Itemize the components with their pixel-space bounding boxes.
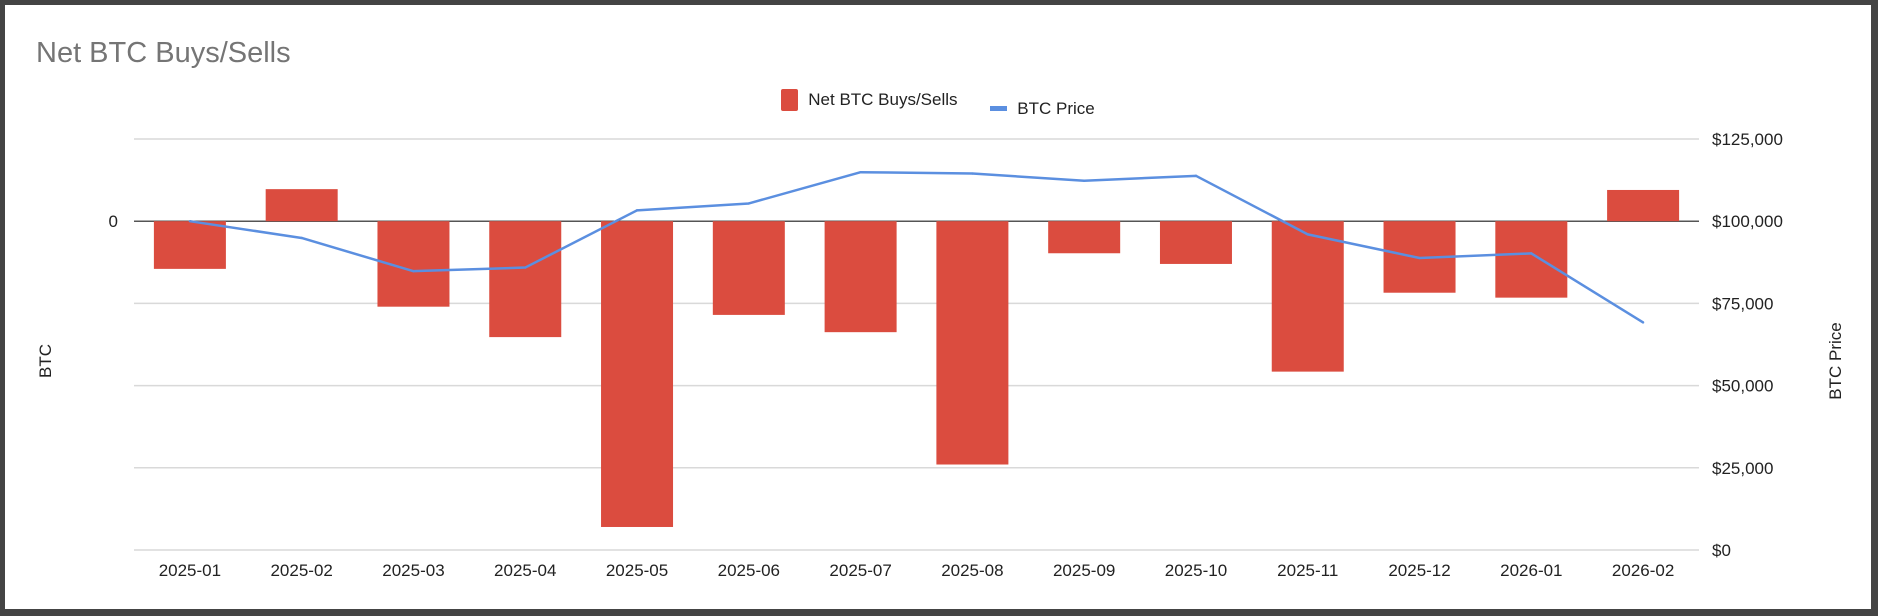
price-point-2025-03 <box>412 269 415 273</box>
bar-2025-08 <box>936 221 1009 465</box>
bar-2025-02 <box>265 189 338 222</box>
x-tick-label: 2025-04 <box>494 561 556 580</box>
right-tick-label: $50,000 <box>1712 377 1773 396</box>
bar-2025-11 <box>1271 221 1344 372</box>
price-point-2025-07 <box>859 171 862 174</box>
bar-2025-05 <box>601 221 674 527</box>
right-tick-label: $75,000 <box>1712 294 1773 313</box>
bar-2025-06 <box>712 221 785 315</box>
x-tick-label: 2026-01 <box>1500 561 1562 580</box>
price-point-2026-01 <box>1530 252 1533 255</box>
bar-2026-02 <box>1607 189 1680 222</box>
price-point-2026-02 <box>1641 321 1645 324</box>
price-point-2025-04 <box>524 266 527 269</box>
x-tick-label: 2025-12 <box>1388 561 1450 580</box>
price-point-2025-09 <box>1082 179 1086 182</box>
legend-swatch-line <box>990 106 1008 111</box>
legend-label: BTC Price <box>1017 98 1095 118</box>
x-tick-label: 2025-10 <box>1165 561 1227 580</box>
legend-item-btc-price[interactable]: BTC Price <box>990 98 1095 119</box>
right-tick-label: $0 <box>1712 541 1731 560</box>
price-point-2025-06 <box>747 202 751 205</box>
price-point-2025-05 <box>635 209 639 212</box>
price-point-2025-08 <box>971 172 974 175</box>
left-axis-title: BTC <box>36 344 55 378</box>
left-tick-label: 0 <box>109 212 118 231</box>
price-point-2025-12 <box>1418 256 1421 260</box>
chart-plot: $0 $25,000 $50,000 $75,000 $100,000 $125,000 0… <box>36 130 1845 580</box>
btc-price-line <box>189 170 1644 324</box>
x-tick-label: 2025-01 <box>159 561 221 580</box>
bar-2025-10 <box>1159 221 1232 264</box>
x-tick-label: 2026-02 <box>1612 561 1674 580</box>
right-tick-label: $100,000 <box>1712 212 1783 231</box>
x-tick-label: 2025-02 <box>270 561 332 580</box>
right-axis-title: BTC Price <box>1826 322 1845 399</box>
price-point-2025-10 <box>1194 174 1198 178</box>
legend: Net BTC Buys/Sells BTC Price <box>5 89 1871 119</box>
legend-swatch-bar <box>781 89 799 111</box>
x-tick-label: 2025-06 <box>718 561 780 580</box>
chart-title: Net BTC Buys/Sells <box>36 37 291 69</box>
legend-item-net-btc[interactable]: Net BTC Buys/Sells <box>781 89 958 111</box>
right-tick-label: $25,000 <box>1712 459 1773 478</box>
bar-2026-01 <box>1495 221 1568 298</box>
bar-2025-07 <box>824 221 897 333</box>
price-point-2025-01 <box>188 220 192 223</box>
price-point-2025-02 <box>300 236 303 240</box>
bar-2025-01 <box>153 221 226 269</box>
x-tick-label: 2025-08 <box>941 561 1003 580</box>
x-tick-label: 2025-11 <box>1277 561 1338 580</box>
bar-2025-04 <box>489 221 562 338</box>
right-tick-label: $125,000 <box>1712 130 1783 149</box>
x-tick-label: 2025-05 <box>606 561 668 580</box>
bar-2025-09 <box>1048 221 1121 254</box>
legend-label: Net BTC Buys/Sells <box>808 90 958 109</box>
chart-frame: Net BTC Buys/Sells Net BTC Buys/Sells BT… <box>5 5 1871 609</box>
x-tick-label: 2025-07 <box>829 561 891 580</box>
x-tick-label: 2025-09 <box>1053 561 1115 580</box>
price-point-2025-11 <box>1306 233 1309 236</box>
x-tick-label: 2025-03 <box>382 561 444 580</box>
